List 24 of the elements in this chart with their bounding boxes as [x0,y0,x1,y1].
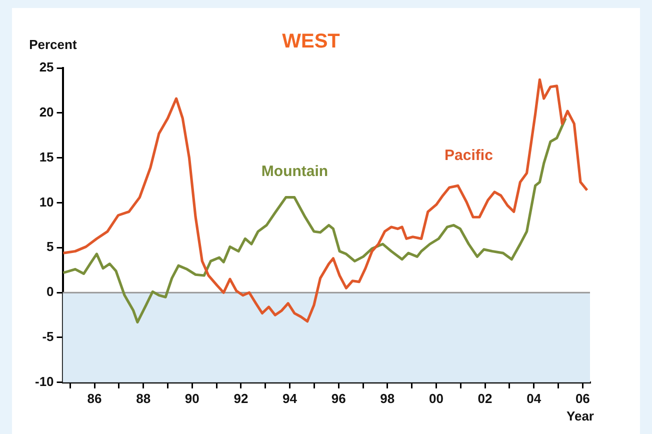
x-tick-label: 06 [575,390,590,406]
x-tick-label: 00 [428,390,444,406]
y-tick-label: 0 [46,284,54,300]
x-tick-label: 90 [184,390,200,406]
x-tick-label: 86 [87,390,102,406]
y-axis-title: Percent [29,37,78,52]
series-label: Pacific [444,147,493,164]
x-tick-label: 98 [380,390,395,406]
x-tick-label: 92 [234,390,248,406]
y-tick-label: 10 [39,194,54,210]
series-label: Mountain [261,162,328,180]
x-tick-label: 94 [282,390,298,406]
x-axis-title: Year [566,408,594,424]
y-tick-label: -5 [42,329,54,344]
x-tick-label: 04 [526,390,542,406]
y-tick-label: 25 [39,60,54,75]
x-tick-label: 88 [136,390,151,406]
y-tick-label: 20 [39,104,54,120]
y-tick-label: -10 [34,374,54,389]
y-tick-label: 5 [46,239,54,254]
x-tick-label: 96 [331,390,346,406]
x-tick-label: 02 [478,390,492,406]
y-tick-label: 15 [39,149,54,164]
chart-title: WEST [282,30,340,53]
